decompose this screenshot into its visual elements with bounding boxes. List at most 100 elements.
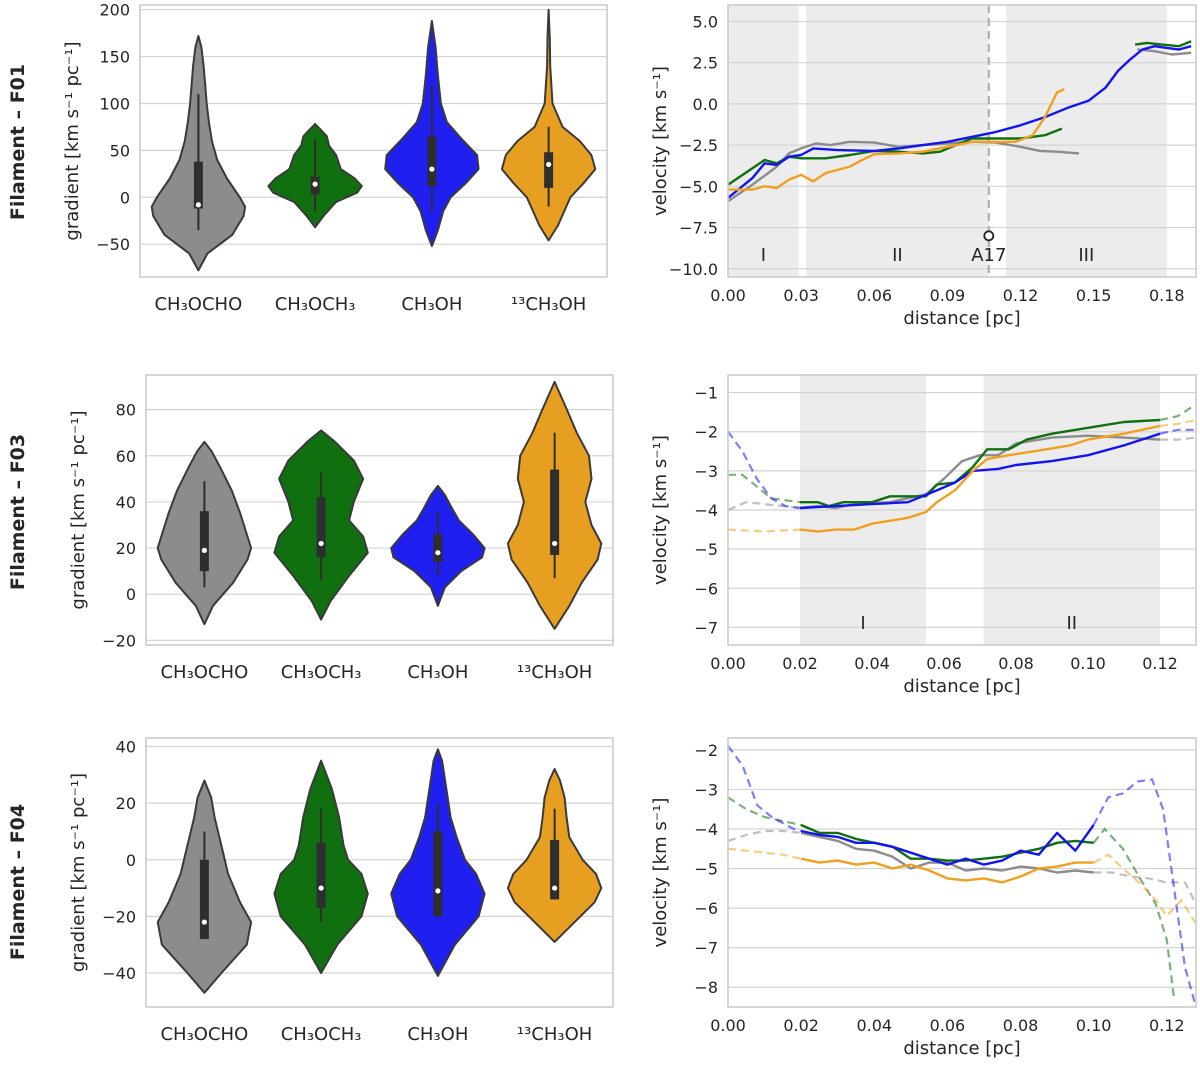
y-tick-label: −2.5 bbox=[679, 136, 718, 155]
region-label: I bbox=[860, 613, 865, 634]
x-tick-label: 0.00 bbox=[710, 654, 746, 673]
violin-iqr-box bbox=[427, 136, 437, 187]
violin-iqr-box bbox=[433, 831, 443, 917]
y-tick-label: −7 bbox=[694, 618, 718, 637]
x-tick-label: 0.03 bbox=[783, 286, 819, 305]
y-tick-label: −2 bbox=[694, 423, 718, 442]
x-category-label: ¹³CH₃OH bbox=[511, 294, 586, 315]
y-tick-label: −5.0 bbox=[679, 177, 718, 196]
violin-iqr-box bbox=[550, 469, 560, 555]
series-dashed-line bbox=[1093, 871, 1197, 905]
series-dashed-line bbox=[1159, 403, 1197, 422]
series-line bbox=[728, 88, 1065, 191]
row-label-f01: Filament – F01 bbox=[7, 64, 29, 220]
x-tick-label: 0.12 bbox=[1149, 1016, 1185, 1035]
x-tick-label: 0.02 bbox=[782, 654, 818, 673]
y-tick-label: 0 bbox=[120, 188, 130, 207]
violin-median bbox=[546, 161, 552, 168]
series-line bbox=[1134, 40, 1192, 48]
region-label: I bbox=[761, 245, 766, 266]
x-category-label: CH₃OCHO bbox=[160, 662, 248, 683]
axes-frame bbox=[145, 737, 614, 1008]
x-category-label: CH₃OCH₃ bbox=[281, 662, 362, 683]
x-category-label: CH₃OCHO bbox=[154, 294, 242, 315]
x-category-label: CH₃OCHO bbox=[160, 1024, 248, 1045]
x-tick-label: 0.06 bbox=[926, 654, 962, 673]
f04-violin-panel: −40 −20 0 20 40 gradient [km s⁻¹ pc⁻¹] CH₃OCHO… bbox=[68, 737, 614, 1045]
y-tick-label: 150 bbox=[99, 48, 130, 67]
y-tick-label: 40 bbox=[116, 737, 136, 756]
violin-median bbox=[318, 885, 324, 891]
x-tick-label: 0.08 bbox=[998, 654, 1034, 673]
x-tick-label: 0.12 bbox=[1142, 654, 1178, 673]
series-dashed-line bbox=[727, 528, 801, 533]
series-dashed-line bbox=[1159, 418, 1197, 427]
y-tick-label: −4 bbox=[694, 501, 718, 520]
y-tick-label: 50 bbox=[110, 141, 130, 160]
y-tick-label: −40 bbox=[102, 964, 136, 983]
y-tick-label: −10.0 bbox=[669, 260, 718, 279]
violin-iqr-box bbox=[316, 842, 326, 908]
series-line bbox=[727, 140, 1080, 203]
y-tick-label: 0 bbox=[126, 851, 136, 870]
y-tick-label: −3 bbox=[694, 780, 718, 799]
y-tick-label: 20 bbox=[116, 794, 136, 813]
region-shade bbox=[806, 5, 989, 277]
y-tick-label: −8 bbox=[694, 978, 718, 997]
series-dashed-line bbox=[1092, 778, 1198, 1008]
y-tick-label: −3 bbox=[694, 462, 718, 481]
series-line bbox=[799, 424, 1161, 533]
f04-velocity-panel: −8 −7 −6 −5 −4 −3 −2 0.00 0.02 0.04 0.06 0.08 0.10 0.… bbox=[650, 737, 1198, 1059]
violin-median bbox=[552, 540, 558, 547]
x-category-label: CH₃OH bbox=[407, 1024, 468, 1045]
y-tick-label: 20 bbox=[116, 539, 136, 558]
y-tick-label: −20 bbox=[102, 907, 136, 926]
x-tick-label: 0.18 bbox=[1149, 286, 1185, 305]
a17-marker-point bbox=[983, 230, 995, 242]
violin-iqr-box bbox=[199, 511, 209, 572]
x-tick-label: 0.00 bbox=[710, 286, 746, 305]
x-axis-label: distance [pc] bbox=[903, 1038, 1020, 1059]
violin-median bbox=[429, 166, 435, 172]
region-label: II bbox=[892, 245, 903, 266]
series-line bbox=[800, 824, 1095, 866]
axes-frame bbox=[139, 4, 608, 278]
y-tick-label: −5 bbox=[694, 540, 718, 559]
a17-marker-label: A17 bbox=[971, 245, 1006, 266]
series-line bbox=[800, 857, 1094, 884]
violin-iqr-box bbox=[433, 534, 443, 562]
y-tick-label: 60 bbox=[116, 447, 136, 466]
y-tick-label: 80 bbox=[116, 401, 136, 420]
region-shade bbox=[728, 5, 799, 277]
y-tick-label: 5.0 bbox=[693, 12, 718, 31]
violin-iqr-box bbox=[193, 161, 203, 209]
series-dashed-line bbox=[727, 745, 802, 833]
violin-median bbox=[201, 547, 207, 553]
y-tick-label: −6 bbox=[694, 579, 718, 598]
y-tick-label: 0.0 bbox=[693, 95, 718, 114]
x-tick-label: 0.08 bbox=[1003, 1016, 1039, 1035]
axes-frame bbox=[145, 374, 614, 646]
violin-iqr-box bbox=[316, 497, 326, 558]
y-axis-label: gradient [km s⁻¹ pc⁻¹] bbox=[68, 773, 89, 972]
x-category-label: ¹³CH₃OH bbox=[517, 1024, 592, 1045]
axes-frame bbox=[727, 374, 1197, 646]
y-tick-label: 0 bbox=[126, 585, 136, 604]
y-tick-label: −20 bbox=[102, 631, 136, 650]
y-tick-label: −6 bbox=[694, 899, 718, 918]
x-category-label: ¹³CH₃OH bbox=[517, 662, 592, 683]
series-line bbox=[800, 831, 1094, 874]
y-tick-label: 200 bbox=[99, 1, 130, 20]
y-axis-label: gradient [km s⁻¹ pc⁻¹] bbox=[68, 410, 89, 609]
f01-velocity-panel: −10.0 −7.5 −5.0 −2.5 0.0 2.5 5.0 0.00 0.03 0.06 0.… bbox=[650, 4, 1197, 329]
series-dashed-line bbox=[1093, 853, 1197, 925]
x-category-label: CH₃OCH₃ bbox=[281, 1024, 362, 1045]
violin-median bbox=[435, 550, 441, 556]
x-tick-label: 0.04 bbox=[854, 654, 890, 673]
x-category-label: CH₃OCH₃ bbox=[275, 294, 356, 315]
region-label: III bbox=[1078, 245, 1094, 266]
series-dashed-line bbox=[1160, 436, 1197, 441]
series-line bbox=[1137, 48, 1192, 56]
series-dashed-line bbox=[1092, 827, 1176, 1000]
